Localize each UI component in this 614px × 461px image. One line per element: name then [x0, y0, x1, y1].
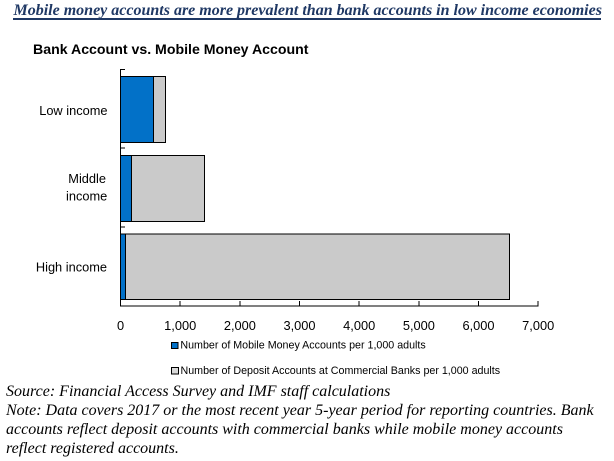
svg-text:Number of Mobile Money Account: Number of Mobile Money Accounts per 1,00…	[180, 340, 425, 352]
svg-text:High income: High income	[36, 259, 107, 274]
svg-text:1,000: 1,000	[164, 318, 196, 333]
svg-text:income: income	[66, 188, 107, 203]
svg-text:Number of Deposit Accounts at: Number of Deposit Accounts at Commercial…	[181, 365, 501, 377]
svg-text:3,000: 3,000	[283, 318, 315, 333]
svg-text:0: 0	[117, 318, 124, 333]
svg-text:Low income: Low income	[39, 103, 107, 118]
svg-text:Middle: Middle	[68, 171, 106, 186]
svg-text:4,000: 4,000	[343, 318, 375, 333]
svg-text:7,000: 7,000	[522, 318, 554, 333]
svg-text:5,000: 5,000	[403, 318, 435, 333]
svg-text:2,000: 2,000	[224, 318, 256, 333]
svg-text:6,000: 6,000	[462, 318, 494, 333]
